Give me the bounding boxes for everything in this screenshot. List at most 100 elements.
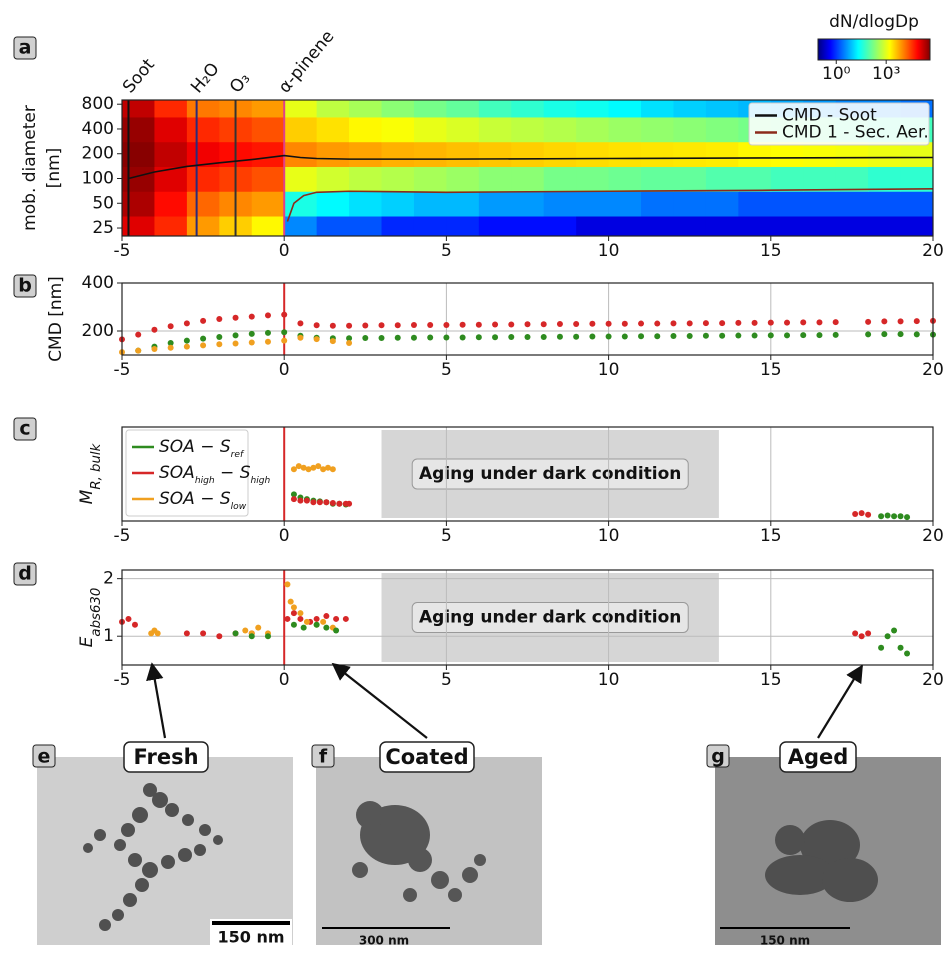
point — [865, 511, 872, 518]
heatmap-cell — [122, 216, 155, 237]
point — [784, 319, 791, 326]
point — [313, 615, 320, 622]
heatmap-cell — [511, 216, 545, 237]
point — [394, 322, 401, 329]
heatmap-cell — [284, 191, 318, 217]
point — [540, 321, 547, 328]
heatmap-cell — [511, 166, 545, 192]
point — [264, 312, 271, 319]
x-tick-label: -5 — [114, 241, 131, 261]
point — [232, 332, 239, 339]
point — [313, 621, 320, 628]
heatmap-cell — [641, 191, 674, 217]
point — [290, 610, 297, 617]
panel-box — [13, 562, 37, 586]
particle — [83, 783, 223, 931]
heatmap-cell — [251, 216, 285, 237]
heatmap-cell — [738, 166, 772, 192]
micrograph — [316, 757, 542, 945]
line — [128, 154, 934, 180]
text-part: SOA — [159, 463, 195, 483]
point — [524, 334, 531, 340]
point — [320, 466, 327, 473]
heatmap-cell — [900, 141, 934, 167]
point — [410, 322, 417, 328]
point — [904, 514, 911, 521]
point — [858, 633, 865, 640]
point — [459, 321, 466, 328]
point — [248, 313, 255, 320]
point — [333, 627, 340, 634]
heatmap-cell — [543, 116, 577, 143]
y-tick-label: 25 — [92, 218, 114, 238]
heatmap-cell — [576, 116, 610, 143]
point — [524, 321, 531, 328]
y-tick-label: 2 — [103, 569, 114, 589]
point — [315, 463, 322, 470]
panel-letter: c — [19, 418, 30, 440]
point — [878, 513, 885, 520]
legend-label: CMD - Soot — [782, 106, 877, 126]
subscript: high — [195, 476, 215, 486]
point — [508, 321, 515, 328]
colorbar — [817, 38, 931, 61]
event-label: O₃ — [226, 69, 254, 97]
heatmap-cell — [154, 116, 188, 143]
heatmap-cell — [349, 116, 383, 143]
line — [286, 187, 934, 222]
heatmap-cell — [900, 191, 934, 217]
heatmap-cell — [576, 216, 610, 237]
heatmap-cell — [673, 100, 707, 118]
heatmap-cell — [381, 166, 415, 192]
x-tick-label: 10 — [598, 670, 620, 690]
heatmap-cell — [446, 100, 480, 118]
y-tick-label: 1 — [103, 626, 114, 646]
heatmap-cell — [122, 166, 155, 192]
heatmap-cell — [186, 216, 220, 237]
annotation: Aging under dark condition — [419, 464, 681, 484]
annotation-box — [411, 458, 689, 490]
x-tick-label: 15 — [760, 526, 782, 546]
heatmap-cell — [413, 216, 447, 237]
panel-box — [706, 744, 730, 768]
point — [248, 330, 255, 337]
text-part: SOA − S — [159, 437, 231, 457]
x-tick-label: 0 — [279, 241, 290, 261]
subscript: ref — [231, 450, 245, 460]
point — [605, 333, 612, 340]
heatmap-cell — [413, 141, 447, 167]
point — [316, 499, 323, 506]
y-tick-label: 200 — [82, 144, 114, 164]
point — [183, 343, 190, 350]
heatmap-cell — [868, 141, 902, 167]
y-tick-label: 800 — [82, 94, 114, 114]
point — [638, 320, 645, 327]
y-axis-label: Eabs630 — [77, 588, 104, 648]
panel-letter: e — [38, 746, 51, 768]
image-title: Aged — [788, 745, 849, 769]
x-tick-label: 5 — [441, 360, 452, 380]
point — [290, 466, 297, 473]
heatmap-cell — [673, 141, 707, 167]
point — [232, 340, 239, 347]
point — [281, 329, 288, 336]
legend-label: SOA − Sref — [159, 437, 245, 460]
point — [427, 322, 434, 328]
heatmap-cell — [576, 191, 610, 217]
heatmap-cell — [641, 166, 674, 192]
point — [310, 464, 317, 471]
point — [290, 491, 297, 498]
x-tick-label: 5 — [441, 670, 452, 690]
point — [913, 318, 920, 325]
point — [329, 338, 336, 345]
point — [897, 318, 904, 325]
point — [719, 320, 726, 327]
x-tick-label: 15 — [760, 241, 782, 261]
legend-label: SOAhigh − Shigh — [159, 463, 271, 486]
heatmap-cell — [316, 216, 350, 237]
point — [284, 581, 291, 588]
y-tick-label: 100 — [82, 168, 114, 188]
heatmap-cell — [413, 116, 447, 143]
heatmap-cell — [349, 166, 383, 192]
